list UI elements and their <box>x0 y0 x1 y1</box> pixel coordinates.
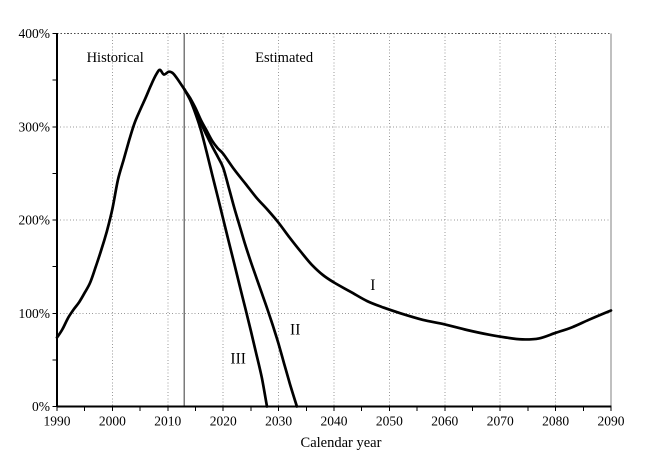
annotation-ii: II <box>290 322 300 339</box>
curve-historical <box>55 68 186 339</box>
annotation-estimated: Estimated <box>255 50 314 66</box>
gridlines <box>57 33 611 407</box>
x-tick-label: 2090 <box>598 414 625 429</box>
y-tick-label: 100% <box>19 306 51 321</box>
x-tick-label: 2020 <box>210 414 237 429</box>
x-tick-label: 2080 <box>542 414 569 429</box>
x-tick-label: 2030 <box>265 414 292 429</box>
y-tick-label: 400% <box>19 26 51 41</box>
y-tick-label: 300% <box>19 119 51 134</box>
x-tick-label: 2050 <box>376 414 403 429</box>
x-tick-label: 2000 <box>99 414 126 429</box>
curve-alternative-II <box>183 88 299 408</box>
x-tick-label: 2060 <box>431 414 458 429</box>
annotation-iii: III <box>230 350 246 367</box>
curve-alternative-I <box>183 88 613 341</box>
x-axis-title: Calendar year <box>301 435 382 451</box>
annotation-historical: Historical <box>87 50 144 66</box>
tick-marks <box>52 33 612 411</box>
curve-alternative-III <box>183 88 269 408</box>
x-tick-label: 2040 <box>321 414 348 429</box>
y-tick-label: 200% <box>19 213 51 228</box>
x-tick-label: 2010 <box>154 414 181 429</box>
x-tick-label: 2070 <box>487 414 514 429</box>
data-curves <box>55 68 613 408</box>
y-tick-label: 0% <box>32 399 50 414</box>
annotation-i: I <box>370 277 375 294</box>
x-tick-label: 1990 <box>44 414 71 429</box>
